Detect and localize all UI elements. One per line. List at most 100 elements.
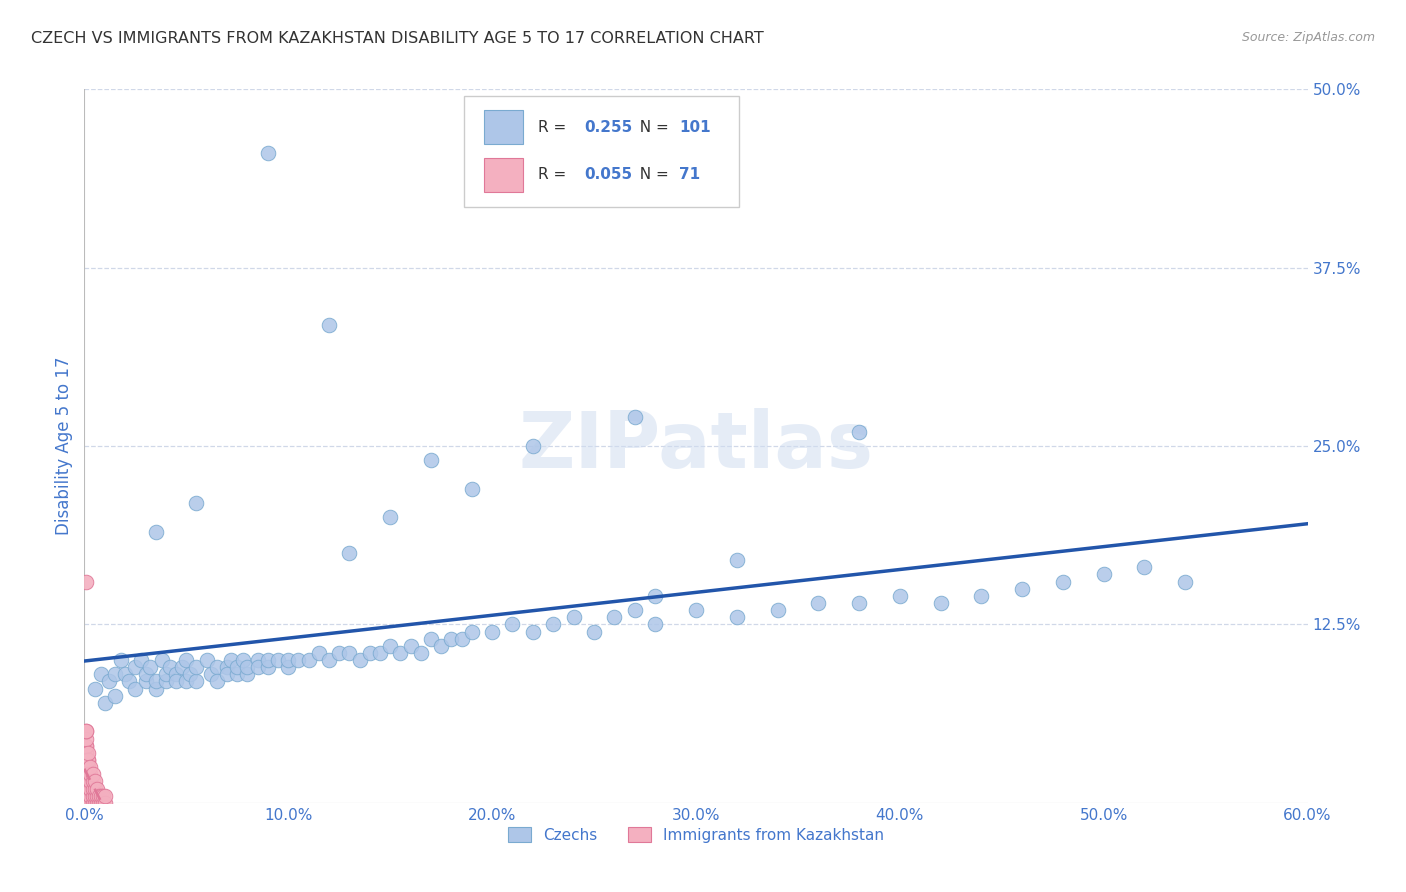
Point (75, 796, 97, 810)
Point (929, 596, 952, 610)
Point (970, 589, 993, 603)
Point (725, 610, 748, 624)
Point (75, 796, 97, 810)
Point (90, 796, 112, 810)
Point (77, 753, 100, 767)
Point (93, 796, 115, 810)
Point (583, 624, 606, 639)
Point (91, 796, 114, 810)
Text: 0.055: 0.055 (585, 168, 633, 182)
Legend: Czechs, Immigrants from Kazakhstan: Czechs, Immigrants from Kazakhstan (502, 821, 890, 848)
Point (155, 674, 177, 689)
Point (138, 660, 160, 674)
Point (75, 789, 97, 803)
Point (725, 553, 748, 567)
Point (217, 667, 239, 681)
Point (420, 632, 443, 646)
Point (389, 646, 412, 660)
Text: N =: N = (630, 168, 673, 182)
Point (114, 667, 136, 681)
Point (186, 496, 208, 510)
Point (624, 410, 647, 425)
Point (165, 667, 187, 681)
Point (93, 696, 115, 710)
Point (77, 789, 100, 803)
Point (359, 646, 381, 660)
Point (124, 681, 146, 696)
Point (522, 439, 544, 453)
Text: 0.255: 0.255 (585, 120, 633, 135)
Point (543, 617, 565, 632)
Point (75, 746, 97, 760)
Point (1092, 567, 1115, 582)
Point (246, 653, 269, 667)
Point (90, 789, 112, 803)
Point (75, 767, 97, 781)
Point (226, 660, 249, 674)
Point (83, 796, 105, 810)
Point (75, 746, 97, 760)
Point (461, 482, 484, 496)
Point (226, 667, 249, 681)
Point (380, 639, 402, 653)
Y-axis label: Disability Age 5 to 17: Disability Age 5 to 17 (55, 357, 73, 535)
Point (481, 624, 503, 639)
Point (195, 653, 218, 667)
Point (339, 546, 361, 560)
Point (77, 781, 100, 796)
Point (75, 781, 97, 796)
Text: CZECH VS IMMIGRANTS FROM KAZAKHSTAN DISABILITY AGE 5 TO 17 CORRELATION CHART: CZECH VS IMMIGRANTS FROM KAZAKHSTAN DISA… (31, 31, 763, 46)
Point (77, 767, 100, 781)
Point (75, 731, 97, 746)
Point (77, 781, 100, 796)
Point (1052, 574, 1074, 589)
Point (172, 660, 194, 674)
Point (186, 660, 208, 674)
Point (219, 653, 242, 667)
Text: R =: R = (538, 120, 571, 135)
Point (318, 318, 340, 332)
Point (75, 796, 97, 810)
Point (200, 667, 222, 681)
Point (83, 681, 105, 696)
Point (77, 796, 100, 810)
Point (603, 610, 626, 624)
Point (75, 774, 97, 789)
Point (91, 789, 114, 803)
Text: Source: ZipAtlas.com: Source: ZipAtlas.com (1241, 31, 1375, 45)
Point (75, 739, 97, 753)
Point (232, 653, 254, 667)
Point (75, 781, 97, 796)
Point (236, 667, 259, 681)
Point (246, 660, 269, 674)
Point (257, 146, 280, 161)
Point (82, 774, 104, 789)
Point (75, 774, 97, 789)
Point (75, 789, 97, 803)
Point (644, 589, 666, 603)
Point (174, 674, 197, 689)
Point (79, 760, 101, 774)
Point (83, 774, 105, 789)
Point (75, 796, 97, 810)
Point (150, 653, 173, 667)
Point (205, 674, 228, 689)
Point (77, 774, 100, 789)
Point (308, 646, 330, 660)
Point (97, 674, 120, 689)
Point (75, 574, 97, 589)
Point (145, 681, 167, 696)
Point (174, 653, 197, 667)
Point (298, 653, 321, 667)
Point (1011, 582, 1033, 596)
Point (159, 660, 181, 674)
Point (75, 774, 97, 789)
Point (75, 789, 97, 803)
Point (277, 653, 299, 667)
Point (135, 667, 157, 681)
Point (75, 796, 97, 810)
Point (145, 674, 167, 689)
Point (87, 789, 110, 803)
Point (79, 774, 101, 789)
Point (562, 610, 585, 624)
